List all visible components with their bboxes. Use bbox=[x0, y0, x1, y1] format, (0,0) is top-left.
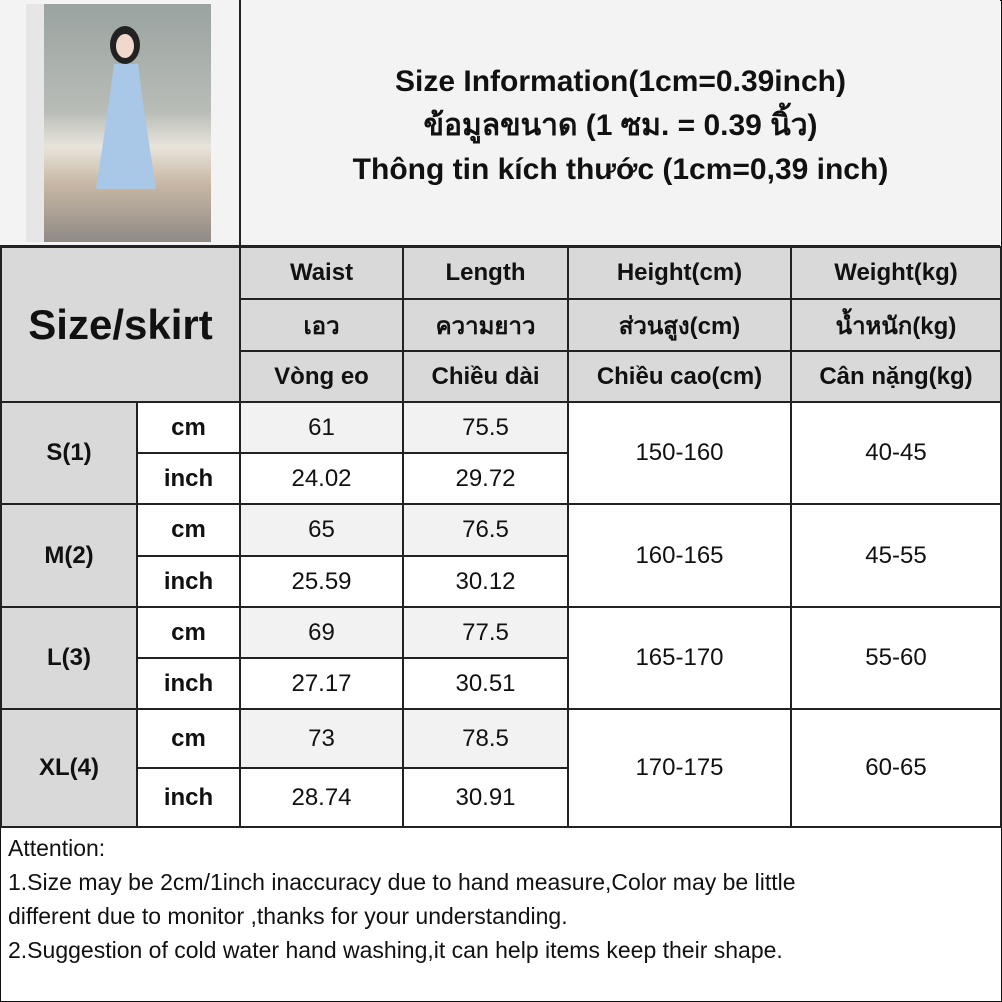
length-cm: 76.5 bbox=[402, 503, 569, 557]
col-height-th: ส่วนสูง(cm) bbox=[567, 298, 792, 352]
waist-inch: 27.17 bbox=[239, 657, 404, 710]
length-inch: 30.51 bbox=[402, 657, 569, 710]
title-th: ข้อมูลขนาด (1 ซม. = 0.39 นิ้ว) bbox=[423, 109, 818, 142]
col-waist-vi: Vòng eo bbox=[239, 350, 404, 403]
table-row: S(1) cm 61 75.5 150-160 40-45 bbox=[0, 401, 1002, 505]
table-row: L(3) cm 69 77.5 165-170 55-60 bbox=[0, 606, 1002, 710]
unit-inch: inch bbox=[136, 452, 241, 505]
size-label: XL(4) bbox=[0, 708, 138, 828]
product-photo bbox=[26, 4, 211, 242]
waist-inch: 25.59 bbox=[239, 555, 404, 608]
waist-cm: 65 bbox=[239, 503, 404, 557]
height-range: 165-170 bbox=[567, 606, 792, 710]
col-weight-th: น้ำหนัก(kg) bbox=[790, 298, 1002, 352]
col-weight-en: Weight(kg) bbox=[790, 246, 1002, 300]
col-length-vi: Chiều dài bbox=[402, 350, 569, 403]
length-inch: 29.72 bbox=[402, 452, 569, 505]
header-section: Size Information(1cm=0.39inch) ข้อมูลขนา… bbox=[0, 0, 1000, 247]
col-length-en: Length bbox=[402, 246, 569, 300]
title-vi: Thông tin kích thước (1cm=0,39 inch) bbox=[352, 153, 889, 186]
attention-line: different due to monitor ,thanks for you… bbox=[8, 903, 568, 929]
waist-cm: 73 bbox=[239, 708, 404, 769]
col-height-en: Height(cm) bbox=[567, 246, 792, 300]
table-row: inch 24.02 29.72 bbox=[1, 452, 1001, 505]
col-height-vi: Chiều cao(cm) bbox=[567, 350, 792, 403]
size-label: L(3) bbox=[0, 606, 138, 710]
table-row: M(2) cm 65 76.5 160-165 45-55 bbox=[0, 503, 1002, 608]
height-range: 170-175 bbox=[567, 708, 792, 828]
waist-inch: 28.74 bbox=[239, 767, 404, 828]
table-row: XL(4) cm 73 78.5 170-175 60-65 bbox=[0, 708, 1002, 828]
size-info-title: Size Information(1cm=0.39inch) ข้อมูลขนา… bbox=[241, 60, 1000, 192]
attention-notes: Attention: 1.Size may be 2cm/1inch inacc… bbox=[0, 827, 1000, 1000]
unit-cm: cm bbox=[136, 708, 241, 769]
col-length-th: ความยาว bbox=[402, 298, 569, 352]
unit-inch: inch bbox=[136, 657, 241, 710]
waist-cm: 61 bbox=[239, 401, 404, 454]
waist-cm: 69 bbox=[239, 606, 404, 659]
unit-cm: cm bbox=[136, 606, 241, 659]
length-inch: 30.12 bbox=[402, 555, 569, 608]
unit-cm: cm bbox=[136, 401, 241, 454]
title-en: Size Information(1cm=0.39inch) bbox=[395, 65, 846, 98]
unit-inch: inch bbox=[136, 555, 241, 608]
size-label: M(2) bbox=[0, 503, 138, 608]
weight-range: 40-45 bbox=[790, 401, 1002, 505]
length-cm: 75.5 bbox=[402, 401, 569, 454]
table-row: inch 27.17 30.51 bbox=[1, 657, 1001, 710]
col-weight-vi: Cân nặng(kg) bbox=[790, 350, 1002, 403]
col-waist-th: เอว bbox=[239, 298, 404, 352]
height-range: 160-165 bbox=[567, 503, 792, 608]
height-range: 150-160 bbox=[567, 401, 792, 505]
size-label: S(1) bbox=[0, 401, 138, 505]
attention-line: 1.Size may be 2cm/1inch inaccuracy due t… bbox=[8, 869, 796, 895]
table-row: inch 28.74 30.91 bbox=[1, 767, 1001, 828]
length-inch: 30.91 bbox=[402, 767, 569, 828]
length-cm: 78.5 bbox=[402, 708, 569, 769]
unit-inch: inch bbox=[136, 767, 241, 828]
weight-range: 45-55 bbox=[790, 503, 1002, 608]
weight-range: 55-60 bbox=[790, 606, 1002, 710]
length-cm: 77.5 bbox=[402, 606, 569, 659]
waist-inch: 24.02 bbox=[239, 452, 404, 505]
corner-label: Size/skirt bbox=[0, 246, 241, 403]
unit-cm: cm bbox=[136, 503, 241, 557]
col-waist-en: Waist bbox=[239, 246, 404, 300]
weight-range: 60-65 bbox=[790, 708, 1002, 828]
attention-line: 2.Suggestion of cold water hand washing,… bbox=[8, 937, 783, 963]
table-row: inch 25.59 30.12 bbox=[1, 555, 1001, 608]
size-table: Size/skirt Waist Length Height(cm) Weigh… bbox=[0, 246, 1002, 828]
attention-title: Attention: bbox=[8, 835, 106, 861]
